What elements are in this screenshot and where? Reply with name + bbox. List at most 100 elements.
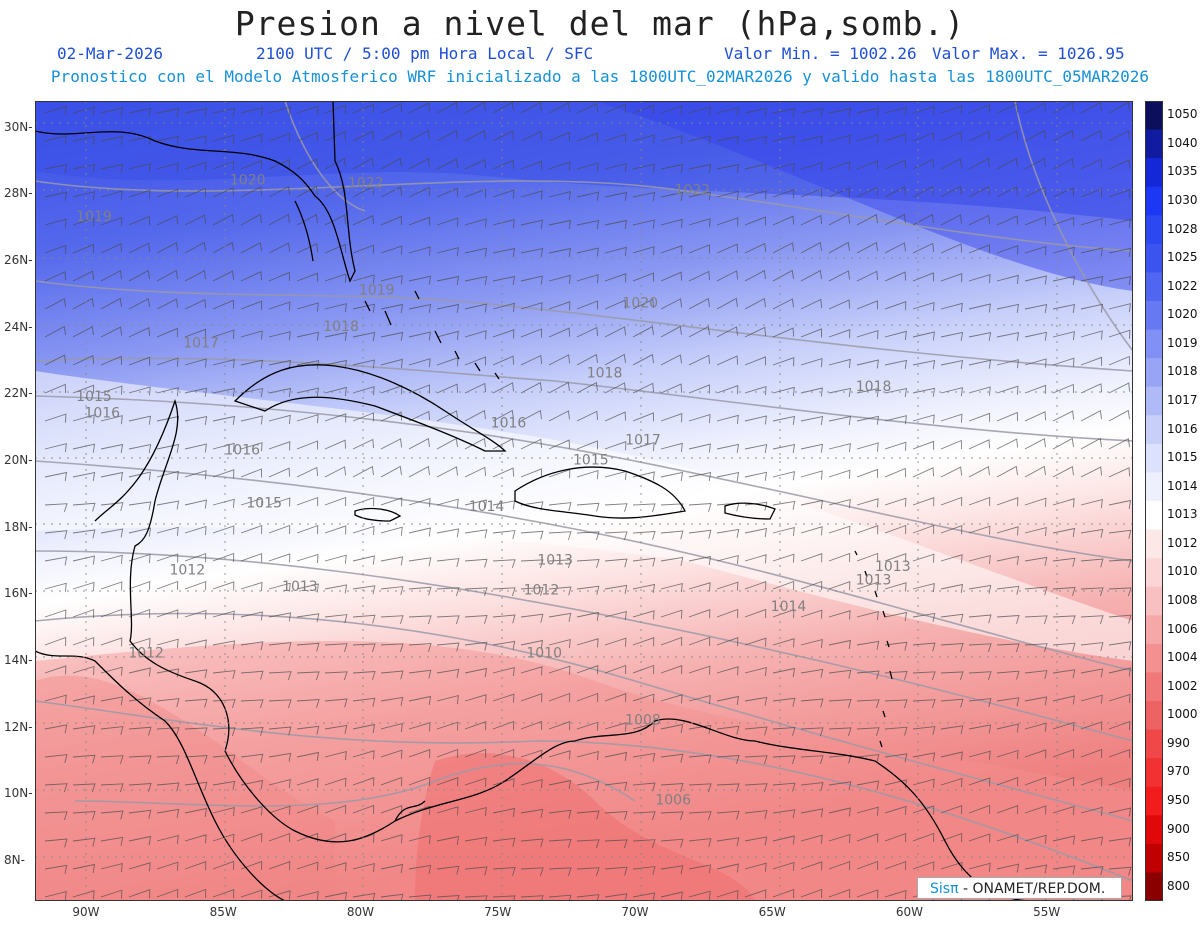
- wind-barb: [1108, 437, 1130, 450]
- wind-barb: [212, 241, 234, 254]
- wind-barb: [716, 608, 739, 619]
- wind-barb: [296, 272, 319, 282]
- isobar-label: 1019: [76, 209, 112, 225]
- wind-barb: [128, 608, 151, 619]
- wind-barb: [968, 439, 991, 450]
- wind-barb: [380, 615, 404, 625]
- wind-barb: [968, 303, 991, 313]
- wind-barb: [856, 134, 879, 144]
- wind-barb: [856, 754, 880, 764]
- wind-barb: [128, 553, 151, 564]
- wind-barb: [744, 190, 767, 200]
- wind-barb: [856, 889, 879, 899]
- wind-barb: [380, 358, 403, 368]
- wind-barb: [604, 163, 627, 173]
- wind-barb: [884, 860, 907, 871]
- wind-barb: [240, 442, 263, 452]
- wind-barb: [296, 524, 319, 535]
- wind-barb: [268, 242, 291, 254]
- wind-barb: [436, 303, 460, 313]
- wind-barb: [744, 269, 766, 282]
- wind-barb: [1024, 245, 1047, 256]
- wind-barb: [548, 327, 571, 338]
- wind-barb: [884, 582, 907, 592]
- wind-barb: [240, 860, 263, 871]
- wind-barb: [100, 755, 124, 765]
- lat-tick-label: 10N-: [4, 786, 33, 801]
- wind-barb: [1108, 355, 1131, 366]
- wind-barb: [632, 557, 656, 567]
- wind-barb: [436, 587, 460, 597]
- wind-barb: [184, 299, 207, 310]
- wind-barb: [156, 135, 180, 145]
- wind-barb: [380, 331, 404, 341]
- wind-barb: [408, 615, 432, 625]
- wind-barb: [856, 727, 880, 737]
- wind-barb: [772, 638, 795, 648]
- wind-barb: [688, 609, 711, 619]
- wind-barb: [912, 524, 935, 535]
- lon-tick-label: 60W: [895, 905, 924, 919]
- wind-barb: [44, 811, 68, 821]
- wind-barb: [632, 583, 656, 594]
- wind-barb: [100, 163, 124, 173]
- wind-barb: [72, 665, 95, 676]
- wind-barb: [128, 189, 151, 199]
- wind-barb: [380, 776, 403, 787]
- wind-barb: [940, 698, 964, 708]
- wind-barb: [576, 585, 600, 595]
- wind-barb: [884, 641, 908, 651]
- wind-barb: [240, 497, 263, 508]
- wind-barb: [996, 332, 1020, 342]
- wind-barb: [520, 867, 544, 877]
- wind-barb: [660, 503, 684, 513]
- wind-barb: [604, 664, 627, 675]
- wind-barb: [968, 724, 992, 734]
- wind-barb: [352, 157, 374, 170]
- wind-barb: [408, 527, 431, 537]
- wind-barb: [240, 806, 263, 816]
- wind-barb: [604, 503, 628, 513]
- wind-barb: [492, 530, 516, 540]
- colorbar-label: 1020: [1167, 307, 1198, 322]
- wind-barb: [1052, 217, 1075, 227]
- wind-barb: [1108, 159, 1131, 170]
- wind-barb: [632, 839, 656, 849]
- wind-barb: [492, 409, 514, 422]
- wind-barb: [632, 134, 655, 144]
- wind-barb: [184, 187, 207, 198]
- wind-barb: [940, 554, 963, 564]
- wind-barb: [1024, 384, 1047, 394]
- wind-barb: [408, 805, 431, 815]
- wind-barb: [240, 779, 264, 790]
- wind-barb: [744, 637, 767, 647]
- wind-barb: [996, 130, 1019, 142]
- wind-barb: [128, 667, 151, 677]
- wind-barb: [212, 610, 235, 620]
- wind-barb: [968, 496, 991, 507]
- wind-barb: [632, 503, 656, 513]
- wind-barb: [212, 329, 235, 339]
- wind-barb: [128, 580, 151, 591]
- wind-barb: [1108, 276, 1132, 286]
- wind-barb: [1052, 275, 1076, 285]
- wind-barb: [1052, 615, 1076, 625]
- wind-barb: [576, 611, 600, 622]
- wind-barb: [688, 555, 712, 566]
- wind-barb: [380, 893, 404, 901]
- wind-barb: [632, 811, 656, 821]
- wind-barb: [72, 837, 96, 847]
- wind-barb: [464, 748, 487, 759]
- wind-barb: [828, 270, 850, 282]
- wind-barb: [912, 387, 936, 397]
- wind-barb: [520, 720, 543, 731]
- wind-barb: [604, 353, 626, 366]
- wind-barb: [352, 244, 375, 254]
- wind-barb: [828, 860, 851, 871]
- wind-barb: [800, 782, 824, 792]
- wind-barb: [772, 697, 796, 707]
- min-value: Valor Min. = 1002.26: [724, 44, 917, 63]
- wind-barb: [772, 500, 796, 510]
- wind-barb: [44, 783, 68, 793]
- wind-barb: [1080, 642, 1104, 652]
